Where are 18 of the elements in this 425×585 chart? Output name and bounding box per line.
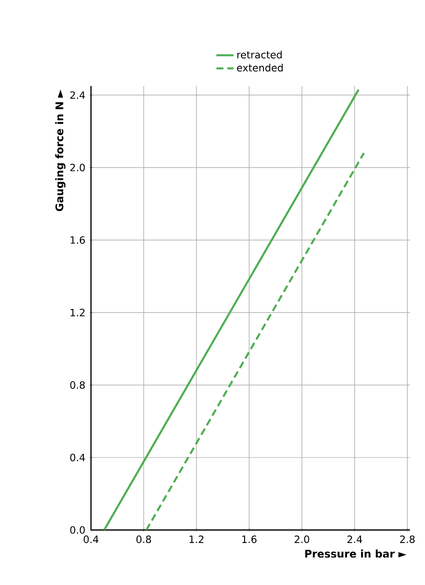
x-tick-label: 2.8 [400,536,415,544]
x-axis-title: Pressure in bar ► [305,550,406,558]
x-tick-label: 0.8 [136,536,151,544]
legend-label: retracted [237,50,282,58]
y-tick-label: 0.0 [70,526,85,534]
y-tick-label: 1.6 [70,236,85,244]
y-tick-label: 2.0 [70,164,85,172]
x-tick-label: 2.0 [294,536,310,544]
legend-label: extended [237,64,283,72]
y-tick-label: 2.4 [70,91,85,99]
y-tick-label: 0.4 [70,454,85,462]
x-tick-label: 1.2 [190,536,204,543]
x-tick-label: 1.6 [242,536,257,544]
y-axis-title: Gauging force in N ► [55,90,66,212]
y-tick-label: 1.2 [70,308,84,316]
x-tick-label: 0.4 [84,536,98,544]
x-tick-label: 2.4 [347,536,362,543]
y-tick-label: 0.8 [70,381,85,389]
